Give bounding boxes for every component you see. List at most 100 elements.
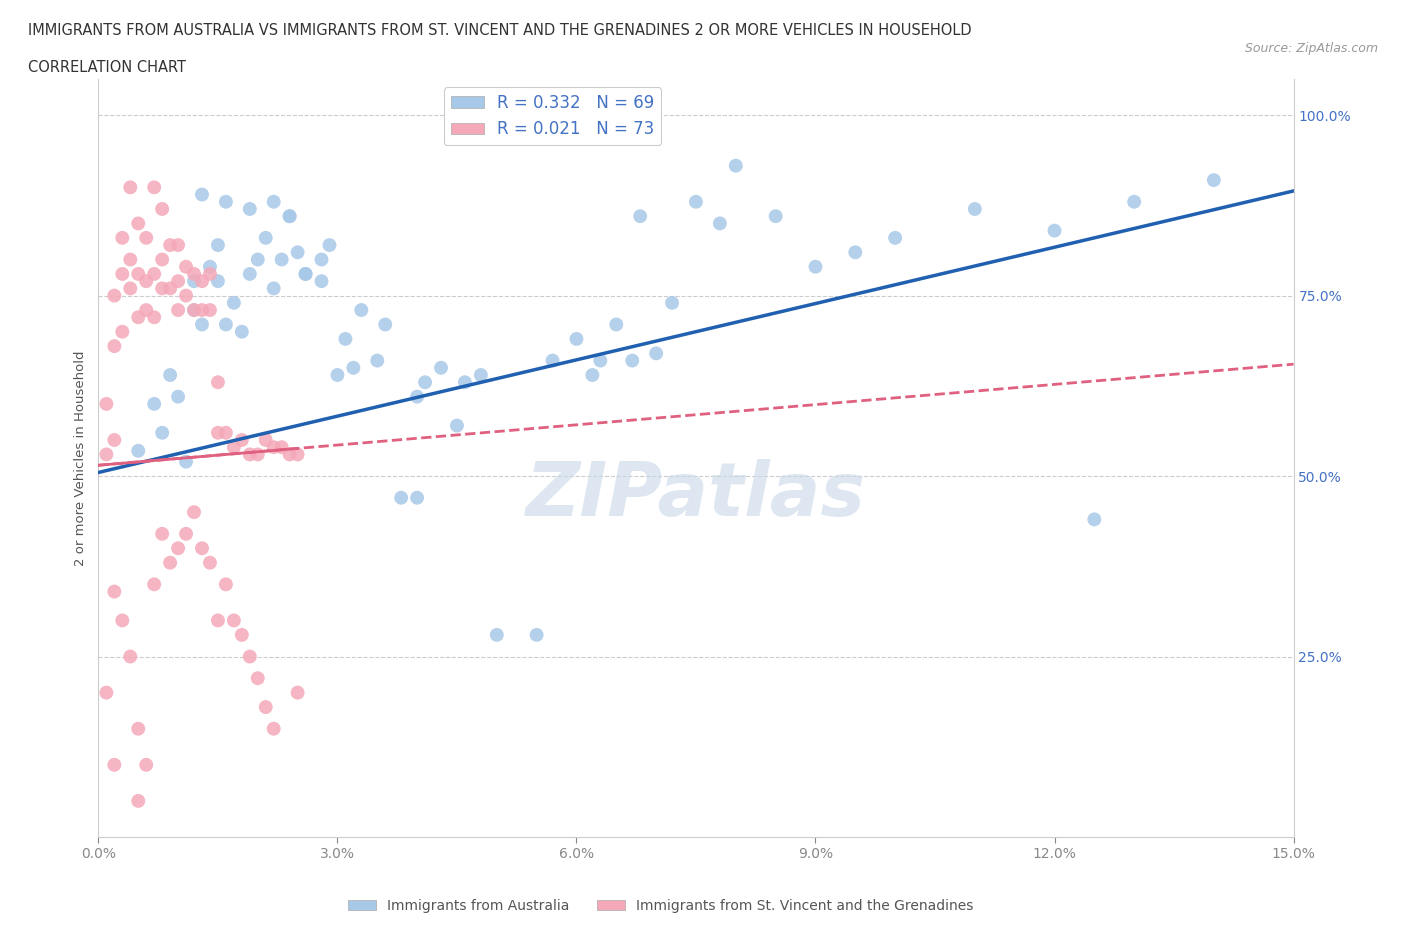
Point: [215, 577, 238, 591]
Point: [406, 490, 429, 505]
Point: [645, 346, 668, 361]
Point: [207, 613, 229, 628]
Point: [374, 317, 396, 332]
Point: [294, 267, 316, 282]
Legend: R = 0.332   N = 69, R = 0.021   N = 73: R = 0.332 N = 69, R = 0.021 N = 73: [444, 87, 661, 145]
Point: [174, 526, 197, 541]
Point: [1202, 173, 1225, 188]
Point: [120, 281, 142, 296]
Point: [103, 432, 125, 447]
Point: [103, 339, 125, 353]
Point: [366, 353, 388, 368]
Point: [120, 179, 142, 194]
Point: [215, 425, 238, 440]
Point: [191, 541, 214, 556]
Text: IMMIGRANTS FROM AUSTRALIA VS IMMIGRANTS FROM ST. VINCENT AND THE GRENADINES 2 OR: IMMIGRANTS FROM AUSTRALIA VS IMMIGRANTS …: [28, 23, 972, 38]
Point: [454, 375, 477, 390]
Point: [239, 202, 262, 217]
Point: [150, 202, 173, 217]
Point: [685, 194, 707, 209]
Point: [270, 252, 292, 267]
Point: [621, 353, 644, 368]
Point: [963, 202, 986, 217]
Point: [724, 158, 747, 173]
Point: [207, 425, 229, 440]
Point: [222, 440, 245, 455]
Point: [287, 245, 309, 259]
Point: [127, 444, 149, 458]
Point: [143, 577, 166, 591]
Point: [263, 194, 285, 209]
Point: [135, 231, 157, 246]
Point: [183, 273, 205, 288]
Point: [127, 267, 149, 282]
Point: [198, 259, 221, 274]
Point: [342, 360, 364, 375]
Point: [311, 252, 333, 267]
Point: [430, 360, 453, 375]
Y-axis label: 2 or more Vehicles in Household: 2 or more Vehicles in Household: [73, 351, 87, 565]
Point: [239, 447, 262, 462]
Point: [167, 390, 190, 405]
Point: [263, 281, 285, 296]
Point: [1043, 223, 1066, 238]
Point: [605, 317, 627, 332]
Point: [183, 505, 205, 520]
Point: [318, 238, 340, 253]
Point: [389, 490, 412, 505]
Point: [246, 671, 269, 685]
Point: [191, 302, 214, 317]
Text: ZIPatlas: ZIPatlas: [526, 459, 866, 532]
Point: [191, 187, 214, 202]
Point: [111, 325, 134, 339]
Point: [159, 555, 181, 570]
Point: [661, 296, 683, 311]
Point: [215, 194, 238, 209]
Point: [294, 267, 316, 282]
Point: [581, 367, 603, 382]
Point: [231, 432, 253, 447]
Point: [150, 281, 173, 296]
Point: [207, 238, 229, 253]
Point: [541, 353, 564, 368]
Point: [127, 310, 149, 325]
Point: [326, 367, 349, 382]
Point: [167, 541, 190, 556]
Point: [174, 259, 197, 274]
Point: [270, 440, 292, 455]
Point: [96, 396, 118, 411]
Point: [526, 628, 548, 643]
Point: [207, 375, 229, 390]
Point: [135, 302, 157, 317]
Point: [1123, 194, 1146, 209]
Point: [246, 447, 269, 462]
Point: [485, 628, 508, 643]
Text: CORRELATION CHART: CORRELATION CHART: [28, 60, 186, 75]
Point: [120, 252, 142, 267]
Point: [159, 238, 181, 253]
Point: [191, 273, 214, 288]
Point: [311, 273, 333, 288]
Point: [239, 649, 262, 664]
Point: [111, 613, 134, 628]
Point: [143, 310, 166, 325]
Point: [844, 245, 866, 259]
Point: [278, 208, 301, 223]
Point: [150, 425, 173, 440]
Point: [198, 555, 221, 570]
Point: [120, 649, 142, 664]
Point: [111, 231, 134, 246]
Point: [446, 418, 468, 433]
Text: Source: ZipAtlas.com: Source: ZipAtlas.com: [1244, 42, 1378, 55]
Point: [231, 628, 253, 643]
Point: [765, 208, 787, 223]
Point: [96, 447, 118, 462]
Point: [127, 216, 149, 231]
Point: [150, 252, 173, 267]
Point: [254, 231, 277, 246]
Point: [167, 273, 190, 288]
Point: [350, 302, 373, 317]
Point: [278, 208, 301, 223]
Legend: Immigrants from Australia, Immigrants from St. Vincent and the Grenadines: Immigrants from Australia, Immigrants fr…: [343, 894, 979, 919]
Point: [222, 296, 245, 311]
